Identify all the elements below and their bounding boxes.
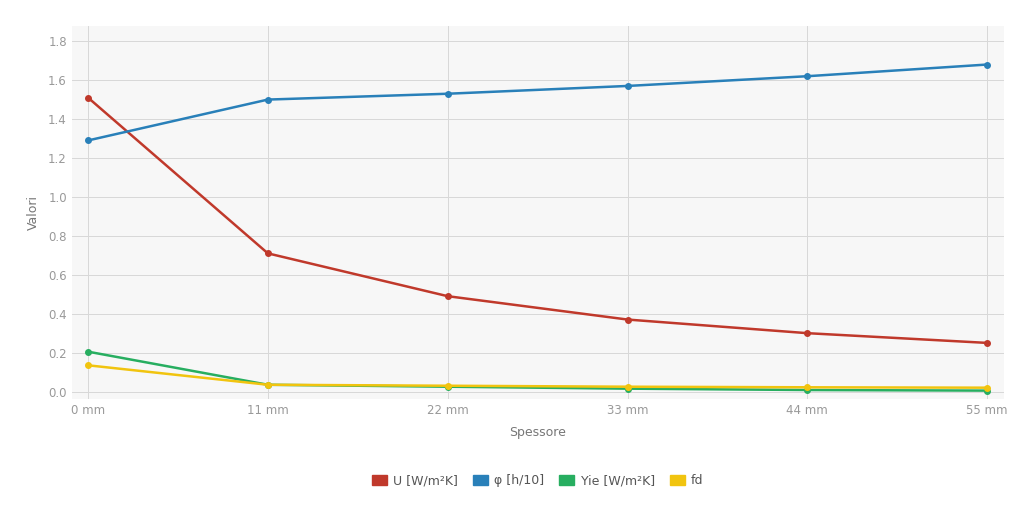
Y-axis label: Valori: Valori (27, 195, 40, 230)
X-axis label: Spessore: Spessore (509, 425, 566, 439)
Legend: U [W/m²K], φ [h/10], Yie [W/m²K], fd: U [W/m²K], φ [h/10], Yie [W/m²K], fd (367, 469, 709, 492)
